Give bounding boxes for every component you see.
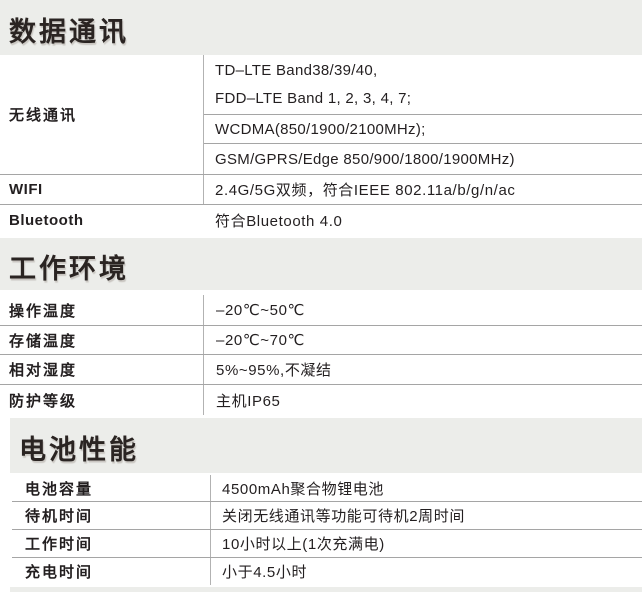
table-row: 相对湿度 5%~95%,不凝结: [0, 355, 642, 385]
spec-label: 存储温度: [0, 326, 204, 354]
spec-value: 主机IP65: [216, 392, 281, 410]
table-row: 电池容量 4500mAh聚合物锂电池: [12, 475, 642, 502]
spec-value-group: TD–LTE Band38/39/40, FDD–LTE Band 1, 2, …: [204, 55, 642, 174]
spec-value: 2.4G/5G双频，符合IEEE 802.11a/b/g/n/ac: [215, 182, 516, 199]
spec-value: 5%~95%,不凝结: [216, 362, 332, 379]
spec-value: 4500mAh聚合物锂电池: [222, 480, 385, 498]
spec-label: WIFI: [0, 175, 204, 204]
table-row: 充电时间 小于4.5小时: [12, 558, 642, 585]
spec-subrow-lte: TD–LTE Band38/39/40, FDD–LTE Band 1, 2, …: [204, 55, 642, 115]
spec-label: 操作温度: [0, 295, 204, 325]
spec-label: 待机时间: [12, 502, 211, 529]
table-row: 待机时间 关闭无线通讯等功能可待机2周时间: [12, 502, 642, 530]
section-environment: 工作环境 操作温度 –20℃~50℃ 存储温度 –20℃~70℃ 相对湿度 5%…: [0, 238, 642, 415]
spec-value: 10小时以上(1次充满电): [222, 536, 385, 553]
spec-subrow-gsm: GSM/GPRS/Edge 850/900/1800/1900MHz): [215, 150, 515, 168]
table-row: 工作时间 10小时以上(1次充满电): [12, 530, 642, 558]
section-title: 电池性能: [19, 435, 139, 465]
spec-label: 相对湿度: [0, 355, 204, 384]
spec-value: –20℃~70℃: [216, 332, 305, 349]
table-row-wifi: WIFI 2.4G/5G双频，符合IEEE 802.11a/b/g/n/ac: [0, 175, 642, 205]
spec-label: 充电时间: [12, 558, 211, 585]
spec-label: 防护等级: [0, 385, 204, 415]
section-title: 数据通讯: [9, 17, 129, 47]
table-row-bluetooth: Bluetooth 符合Bluetooth 4.0: [0, 205, 642, 235]
lte-line-2: FDD–LTE Band 1, 2, 3, 4, 7;: [215, 89, 412, 107]
spec-label: Bluetooth: [9, 211, 84, 229]
spec-value: 小于4.5小时: [222, 564, 308, 581]
spec-label: 工作时间: [12, 530, 211, 557]
section-battery: 电池性能 电池容量 4500mAh聚合物锂电池 待机时间 关闭无线通讯等功能可待…: [0, 418, 642, 592]
section-header-environment: 工作环境: [0, 238, 642, 290]
spec-subrow-wcdma: WCDMA(850/1900/2100MHz);: [204, 115, 642, 144]
spec-table-battery: 电池容量 4500mAh聚合物锂电池 待机时间 关闭无线通讯等功能可待机2周时间…: [12, 473, 642, 585]
spec-value: –20℃~50℃: [216, 302, 305, 319]
next-section-band-cropped: [10, 587, 642, 592]
section-header-battery: 电池性能: [10, 418, 642, 473]
spec-table-environment: 操作温度 –20℃~50℃ 存储温度 –20℃~70℃ 相对湿度 5%~95%,…: [0, 290, 642, 415]
section-header-data-comm: 数据通讯: [0, 0, 642, 55]
table-row: 操作温度 –20℃~50℃: [0, 295, 642, 326]
spec-value: 关闭无线通讯等功能可待机2周时间: [222, 508, 465, 525]
spec-label: 无线通讯: [0, 55, 204, 174]
table-row-wireless: 无线通讯 TD–LTE Band38/39/40, FDD–LTE Band 1…: [0, 55, 642, 175]
section-title: 工作环境: [9, 253, 129, 284]
section-data-comm: 数据通讯 无线通讯 TD–LTE Band38/39/40, FDD–LTE B…: [0, 0, 642, 235]
table-row: 防护等级 主机IP65: [0, 385, 642, 415]
table-row: 存储温度 –20℃~70℃: [0, 326, 642, 355]
spec-table-data-comm: 无线通讯 TD–LTE Band38/39/40, FDD–LTE Band 1…: [0, 55, 642, 235]
lte-line-1: TD–LTE Band38/39/40,: [215, 61, 378, 79]
spec-value: 符合Bluetooth 4.0: [215, 212, 343, 230]
spec-label: 电池容量: [12, 475, 211, 501]
